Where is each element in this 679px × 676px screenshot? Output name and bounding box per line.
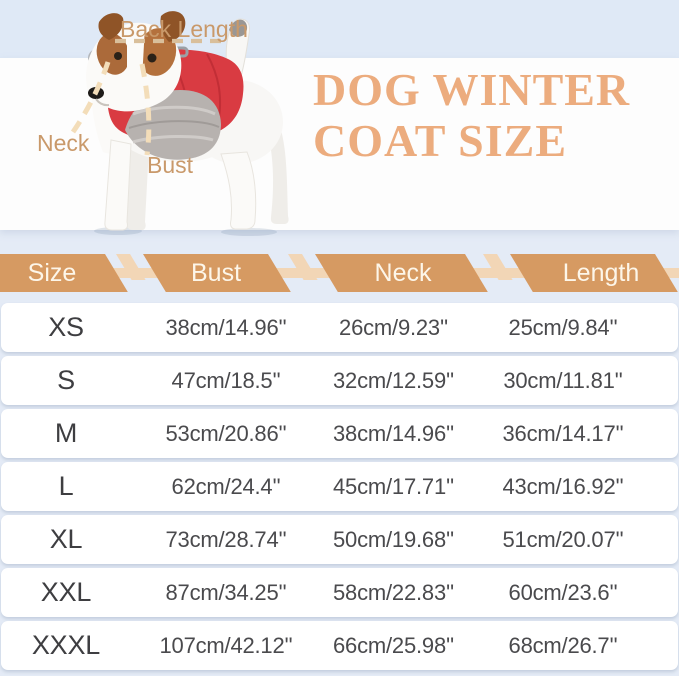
- size-cell: XS: [48, 312, 84, 342]
- bust-cell: 87cm/34.25'': [165, 580, 287, 605]
- dog-eye-left: [114, 52, 122, 60]
- dog-illustration: [70, 11, 289, 236]
- table-row-xl: XL 73cm/28.74'' 50cm/19.68'' 51cm/20.07'…: [1, 515, 678, 564]
- size-cell: M: [54, 418, 78, 448]
- dog-ear-right: [160, 11, 186, 43]
- table-row-l: L 62cm/24.4'' 45cm/17.71'' 43cm/16.92'': [1, 462, 678, 511]
- length-cell: 60cm/23.6'': [508, 580, 618, 605]
- dog-ear-left: [98, 13, 124, 41]
- column-header-bust: Bust: [190, 259, 242, 287]
- title-line-2: COAT SIZE: [313, 115, 568, 166]
- length-cell: 43cm/16.92'': [502, 474, 624, 499]
- length-cell: 30cm/11.81'': [503, 368, 623, 393]
- bust-cell: 73cm/28.74'': [165, 527, 287, 552]
- size-cell: XXL: [40, 577, 92, 607]
- table-row-xxxl: XXXL 107cm/42.12'' 66cm/25.98'' 68cm/26.…: [1, 621, 678, 670]
- bust-cell: 38cm/14.96'': [165, 315, 287, 340]
- bust-line: [139, 63, 152, 156]
- neck-cell: 58cm/22.83'': [333, 580, 454, 605]
- column-header-size: Size: [27, 259, 77, 287]
- column-header-length: Length: [562, 259, 640, 287]
- neck-cell: 26cm/9.23'': [339, 315, 448, 340]
- back-length-label: Back Length: [120, 16, 248, 42]
- size-cell: L: [58, 471, 74, 501]
- length-cell: 25cm/9.84'': [508, 315, 618, 340]
- neck-cell: 32cm/12.59'': [333, 368, 454, 393]
- length-cell: 36cm/14.17'': [502, 421, 624, 446]
- page-title: DOG WINTER COAT SIZE: [313, 64, 630, 166]
- bust-cell: 47cm/18.5'': [171, 368, 281, 393]
- column-header-neck: Neck: [374, 259, 432, 287]
- table-row-s: S 47cm/18.5'' 32cm/12.59'' 30cm/11.81'': [1, 356, 678, 405]
- neck-cell: 50cm/19.68'': [333, 527, 454, 552]
- length-cell: 51cm/20.07'': [502, 527, 624, 552]
- neck-label: Neck: [37, 130, 90, 156]
- dog-eye-right: [147, 53, 157, 63]
- bust-cell: 107cm/42.12'': [159, 633, 293, 658]
- table-row-m: M 53cm/20.86'' 38cm/14.96'' 36cm/14.17'': [1, 409, 678, 458]
- neck-cell: 38cm/14.96'': [333, 421, 454, 446]
- neck-cell: 66cm/25.98'': [333, 633, 454, 658]
- neck-cell: 45cm/17.71'': [333, 474, 454, 499]
- table-row-xs: XS 38cm/14.96'' 26cm/9.23'' 25cm/9.84'': [1, 303, 678, 352]
- size-cell: XXXL: [31, 630, 101, 660]
- size-cell: XL: [49, 524, 83, 554]
- title-line-1: DOG WINTER: [313, 64, 631, 115]
- measurement-dashed-lines: [70, 38, 227, 156]
- dog-head: [86, 11, 186, 112]
- size-cell: S: [57, 365, 75, 395]
- size-table: XS 38cm/14.96'' 26cm/9.23'' 25cm/9.84'' …: [0, 303, 679, 674]
- length-cell: 68cm/26.7'': [508, 633, 618, 658]
- table-row-xxl: XXL 87cm/34.25'' 58cm/22.83'' 60cm/23.6'…: [1, 568, 678, 617]
- bust-cell: 53cm/20.86'': [165, 421, 287, 446]
- bust-label: Bust: [147, 152, 194, 178]
- neck-line: [70, 61, 111, 134]
- bust-cell: 62cm/24.4'': [171, 474, 281, 499]
